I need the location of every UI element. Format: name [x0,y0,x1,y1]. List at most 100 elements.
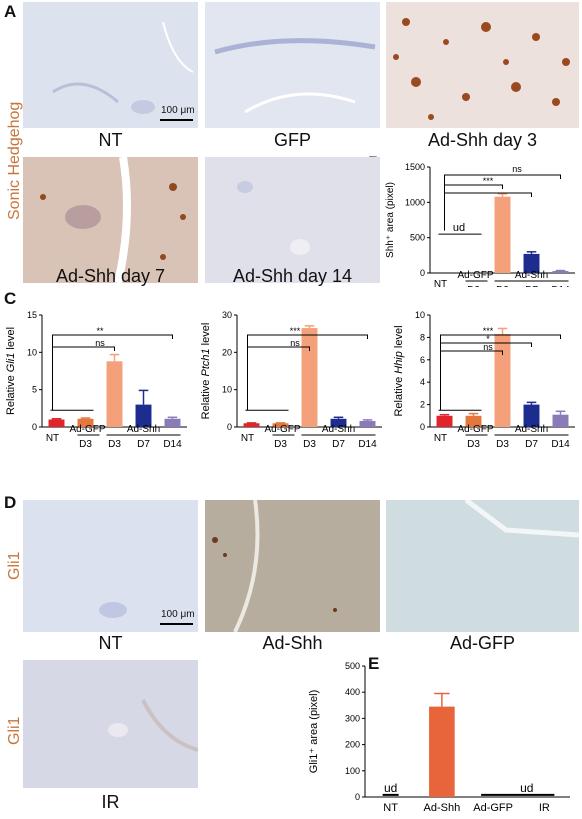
y-axis-label: Relative Gli1 level [5,327,17,415]
sig-bracket [440,350,503,411]
x-label-day: D14 [163,439,182,450]
sig-label: *** [483,326,494,336]
caption-gli1-ir: IR [101,792,120,812]
stain-label-gli1: Gli1 [6,551,23,580]
y-axis-label: Shh⁺ area (pixel) [385,182,396,258]
x-label-ad-gfp: Ad-GFP [69,424,105,435]
bar [243,423,260,427]
x-label-ad-shh: Ad-Shh [322,424,355,435]
x-label-nt: NT [241,433,254,444]
caption-gli1-ad-gfp: Ad-GFP [449,633,515,653]
bar [465,415,482,427]
y-tick-label: 200 [345,740,360,750]
ud-label: ud [453,222,465,234]
sig-label: ns [95,338,105,348]
bar [523,404,540,427]
bar [272,423,289,427]
y-tick-label: 0 [32,422,37,432]
y-tick-label: 15 [27,310,37,320]
x-label-ad-shh: Ad-Shh [515,270,548,281]
panel-letter-a: A [4,2,17,21]
ud-label: ud [384,781,397,795]
x-label: Ad-Shh [424,802,461,814]
caption-ad-shh-day3: Ad-Shh day 3 [427,130,538,150]
caption-gli1-ad-shh: Ad-Shh [262,633,323,653]
x-label-day: D7 [332,439,345,450]
x-label-nt: NT [434,279,447,287]
micrograph-gfp [205,2,380,128]
sig-label: *** [483,176,494,186]
x-label-day: D3 [496,439,509,450]
x-label-day: D14 [358,439,377,450]
micrograph-gli1-ad-shh [205,500,380,632]
sig-bracket [440,342,532,411]
x-label-day: D3 [467,439,480,450]
stain-label-sonic-hedgehog: Sonic Hedgehog [6,101,23,220]
x-label-day: D3 [274,439,287,450]
sig-label: ns [512,164,522,174]
bar [301,328,318,427]
bar [106,361,123,427]
x-label: Ad-GFP [473,802,513,814]
panel-letter-e: E [368,654,380,673]
caption-gli1-nt: NT [98,633,123,653]
scale-bar-label-d: 100 μm [161,609,195,620]
chart-b-shh-area: 0 500 1000 1500 Shh⁺ area (pixel) NT Ad-GFP Ad-… [385,162,575,287]
bar [494,196,511,273]
micrograph-gli1-ad-gfp [386,500,579,632]
sig-bracket [444,184,503,231]
micrograph-ad-shh-day3 [386,2,579,128]
bar [48,419,65,427]
micrograph-gli1-nt: 100 μm [23,500,198,632]
y-tick-label: 10 [27,347,37,357]
bar [77,418,94,427]
caption-ad-shh-day7: Ad-Shh day 7 [55,266,166,286]
x-label-ad-gfp: Ad-GFP [457,270,493,281]
x-label-nt: NT [46,433,59,444]
x-label-ad-shh: Ad-Shh [515,424,548,435]
y-axis-label: Relative Hhip level [393,325,405,416]
sig-bracket [247,346,310,411]
y-tick-label: 30 [222,310,232,320]
chart-e-gli1-area: 0 100 200 300 400 500 Gli1⁺ area (pixel) NT Ad-S… [308,661,570,814]
scale-bar-label: 100 μm [161,105,195,116]
bar [552,271,569,273]
y-tick-label: 300 [345,713,360,723]
bar [552,414,569,427]
sig-bracket [52,346,115,411]
sig-label: ns [483,342,493,352]
micrograph-ad-shh-day14 [205,157,380,283]
y-tick-label: 1500 [405,162,425,172]
x-label: NT [383,802,398,814]
sig-label: ns [290,338,300,348]
y-tick-label: 20 [222,347,232,357]
sig-label: ** [96,326,104,336]
y-tick-label: 0 [420,268,425,278]
x-label-day: D3 [108,439,121,450]
x-label-day: D3 [496,285,509,287]
x-label-day: D7 [525,285,538,287]
x-label-day: D3 [303,439,316,450]
chart-c-hhip-level: 0 2 4 6 8 10 Relative Hhip level NT Ad-GFP Ad-Shh… [393,310,575,450]
caption-gfp: GFP [273,130,311,150]
bar [523,253,540,273]
x-label-ad-gfp: Ad-GFP [457,424,493,435]
micrograph-gli1-ir [23,660,198,788]
chart-c-ptch1-level: 0 10 20 30 Relative Ptch1 level NT Ad-GFP Ad-Sh… [200,310,382,450]
x-label-day: D14 [551,439,570,450]
y-tick-label: 0 [227,422,232,432]
panel-letter-c: C [4,289,17,308]
y-tick-label: 500 [410,233,425,243]
ud-label: ud [520,781,533,795]
y-axis-label: Gli1⁺ area (pixel) [308,690,320,773]
y-tick-label: 500 [345,661,360,671]
y-tick-label: 5 [32,385,37,395]
caption-ad-shh-day14: Ad-Shh day 14 [232,266,353,286]
x-label: IR [539,802,550,814]
y-tick-label: 10 [415,310,425,320]
x-label-day: D7 [137,439,150,450]
bar [436,415,453,427]
y-tick-label: 6 [420,355,425,365]
micrograph-ad-shh-day7 [23,157,198,283]
